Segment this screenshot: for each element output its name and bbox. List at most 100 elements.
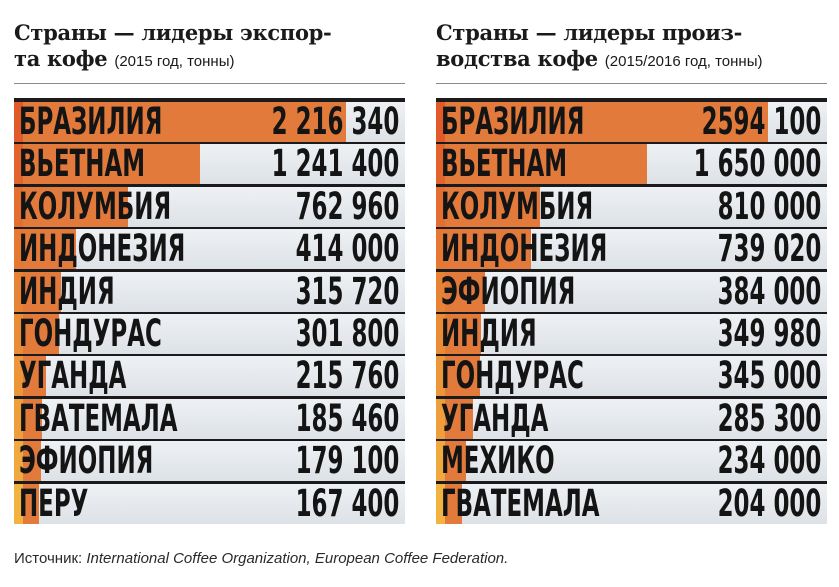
category-label: ГВАТЕМАЛА xyxy=(440,483,600,524)
bar-row: ВЬЕТНАМ 1 241 400 xyxy=(14,144,405,185)
value-label: 234 000 xyxy=(717,441,822,482)
value-label: 1 241 400 xyxy=(271,144,400,185)
category-label: ГОНДУРАС xyxy=(440,356,584,397)
bar-row: ПЕРУ 167 400 xyxy=(14,483,405,524)
bar-row: ГВАТЕМАЛА 185 460 xyxy=(14,398,405,439)
bar xyxy=(436,229,531,270)
value-label: 2 216 340 xyxy=(271,102,400,142)
production-chart: БРАЗИЛИЯ 2594 100 ВЬЕТНАМ 1 650 000 КОЛУМБИЯ… xyxy=(436,98,827,524)
bar-accent xyxy=(436,441,445,482)
bar-accent xyxy=(436,314,445,354)
category-label: КОЛУМБИЯ xyxy=(440,186,594,227)
category-label: ВЬЕТНАМ xyxy=(18,144,146,185)
bar-label-row: МЕХИКО 234 000 xyxy=(436,441,826,481)
value-label: 762 960 xyxy=(295,186,400,227)
export-title: Страны — лидеры экспор- та кофе (2015 го… xyxy=(14,0,405,84)
production-panel: Страны — лидеры произ- водства кофе (201… xyxy=(436,0,827,524)
source-note: Источник: International Coffee Organizat… xyxy=(14,550,508,567)
category-label: ИНДИЯ xyxy=(440,314,537,354)
bar-accent xyxy=(14,271,23,312)
category-label: ЭФИОПИЯ xyxy=(18,441,154,482)
value-label: 2594 100 xyxy=(701,102,822,142)
export-title-line1: Страны — лидеры экспор- xyxy=(14,20,332,45)
bar-label-row: ГОНДУРАС 301 800 xyxy=(14,314,404,354)
source-text: International Coffee Organization, Europ… xyxy=(86,550,509,567)
bar xyxy=(14,102,346,142)
value-label: 301 800 xyxy=(295,314,400,354)
bar-accent xyxy=(14,483,23,524)
bar-label-row: ЭФИОПИЯ 384 000 xyxy=(436,272,826,312)
category-label: ИНДОНЕЗИЯ xyxy=(18,229,186,270)
bar-label-row: ЭФИОПИЯ 179 100 xyxy=(14,441,404,481)
category-label: МЕХИКО xyxy=(440,441,555,482)
source-label: Источник: xyxy=(14,550,83,567)
bar-accent xyxy=(436,144,445,185)
bar-label-row: БРАЗИЛИЯ 2594 100 xyxy=(436,102,826,142)
category-label: БРАЗИЛИЯ xyxy=(18,102,163,142)
bar-label-row: КОЛУМБИЯ 762 960 xyxy=(14,187,404,227)
bar-row: ЭФИОПИЯ 384 000 xyxy=(436,271,827,312)
bar-row: ВЬЕТНАМ 1 650 000 xyxy=(436,144,827,185)
bar-accent xyxy=(14,398,23,439)
bar-row: КОЛУМБИЯ 810 000 xyxy=(436,186,827,227)
bar xyxy=(14,186,129,227)
bar-label-row: ГВАТЕМАЛА 185 460 xyxy=(14,399,404,439)
bar-row: БРАЗИЛИЯ 2 216 340 xyxy=(14,102,405,142)
value-label: 345 000 xyxy=(717,356,822,397)
category-label: ПЕРУ xyxy=(18,483,89,524)
bar-label-row: ПЕРУ 167 400 xyxy=(14,484,404,524)
bar-label-row: ИНДИЯ 315 720 xyxy=(14,272,404,312)
category-label: ВЬЕТНАМ xyxy=(440,144,568,185)
bar-accent xyxy=(436,271,445,312)
bar-row: ИНДИЯ 315 720 xyxy=(14,271,405,312)
bar-row: ИНДОНЕЗИЯ 414 000 xyxy=(14,229,405,270)
bar-accent xyxy=(436,186,445,227)
production-title-line1: Страны — лидеры произ- xyxy=(436,20,743,45)
category-label: ИНДОНЕЗИЯ xyxy=(440,229,608,270)
value-label: 384 000 xyxy=(717,271,822,312)
bar-label-row: УГАНДА 215 760 xyxy=(14,356,404,396)
production-title: Страны — лидеры произ- водства кофе (201… xyxy=(436,0,827,84)
bar-label-row: БРАЗИЛИЯ 2 216 340 xyxy=(14,102,404,142)
value-label: 810 000 xyxy=(717,186,822,227)
production-subtitle: (2015/2016 год, тонны) xyxy=(604,53,763,70)
bar-accent xyxy=(14,314,23,354)
bar-accent xyxy=(14,356,23,397)
bar-label-row: ИНДОНЕЗИЯ 414 000 xyxy=(14,229,404,269)
bar-accent xyxy=(14,186,23,227)
category-label: ЭФИОПИЯ xyxy=(440,271,576,312)
bar-row: ГВАТЕМАЛА 204 000 xyxy=(436,483,827,524)
value-label: 1 650 000 xyxy=(693,144,822,185)
category-label: ГОНДУРАС xyxy=(18,314,162,354)
export-subtitle: (2015 год, тонны) xyxy=(114,53,235,70)
bar-row: ГОНДУРАС 345 000 xyxy=(436,356,827,397)
production-title-line2: водства кофе xyxy=(436,46,598,71)
bar-accent xyxy=(436,356,445,397)
bar xyxy=(14,229,77,270)
bar-accent xyxy=(436,102,445,142)
bar-label-row: ВЬЕТНАМ 1 650 000 xyxy=(436,144,826,184)
bar-row: КОЛУМБИЯ 762 960 xyxy=(14,186,405,227)
bar-label-row: ГОНДУРАС 345 000 xyxy=(436,356,826,396)
bar-label-row: КОЛУМБИЯ 810 000 xyxy=(436,187,826,227)
bar-accent xyxy=(14,441,23,482)
value-label: 167 400 xyxy=(295,483,400,524)
bar-row: УГАНДА 285 300 xyxy=(436,398,827,439)
bar-accent xyxy=(436,398,445,439)
category-label: КОЛУМБИЯ xyxy=(18,186,172,227)
bar-row: ИНДИЯ 349 980 xyxy=(436,314,827,354)
value-label: 414 000 xyxy=(295,229,400,270)
bar-label-row: ВЬЕТНАМ 1 241 400 xyxy=(14,144,404,184)
bar xyxy=(14,144,200,185)
category-label: БРАЗИЛИЯ xyxy=(440,102,585,142)
category-label: УГАНДА xyxy=(18,356,127,397)
export-chart: БРАЗИЛИЯ 2 216 340 ВЬЕТНАМ 1 241 400 КОЛУМБИ… xyxy=(14,98,405,524)
value-label: 185 460 xyxy=(295,398,400,439)
bar xyxy=(436,102,768,142)
bar-row: ЭФИОПИЯ 179 100 xyxy=(14,441,405,482)
export-title-line2: та кофе xyxy=(14,46,108,71)
value-label: 739 020 xyxy=(717,229,822,270)
bar-row: УГАНДА 215 760 xyxy=(14,356,405,397)
value-label: 215 760 xyxy=(295,356,400,397)
bar-label-row: ИНДИЯ 349 980 xyxy=(436,314,826,354)
